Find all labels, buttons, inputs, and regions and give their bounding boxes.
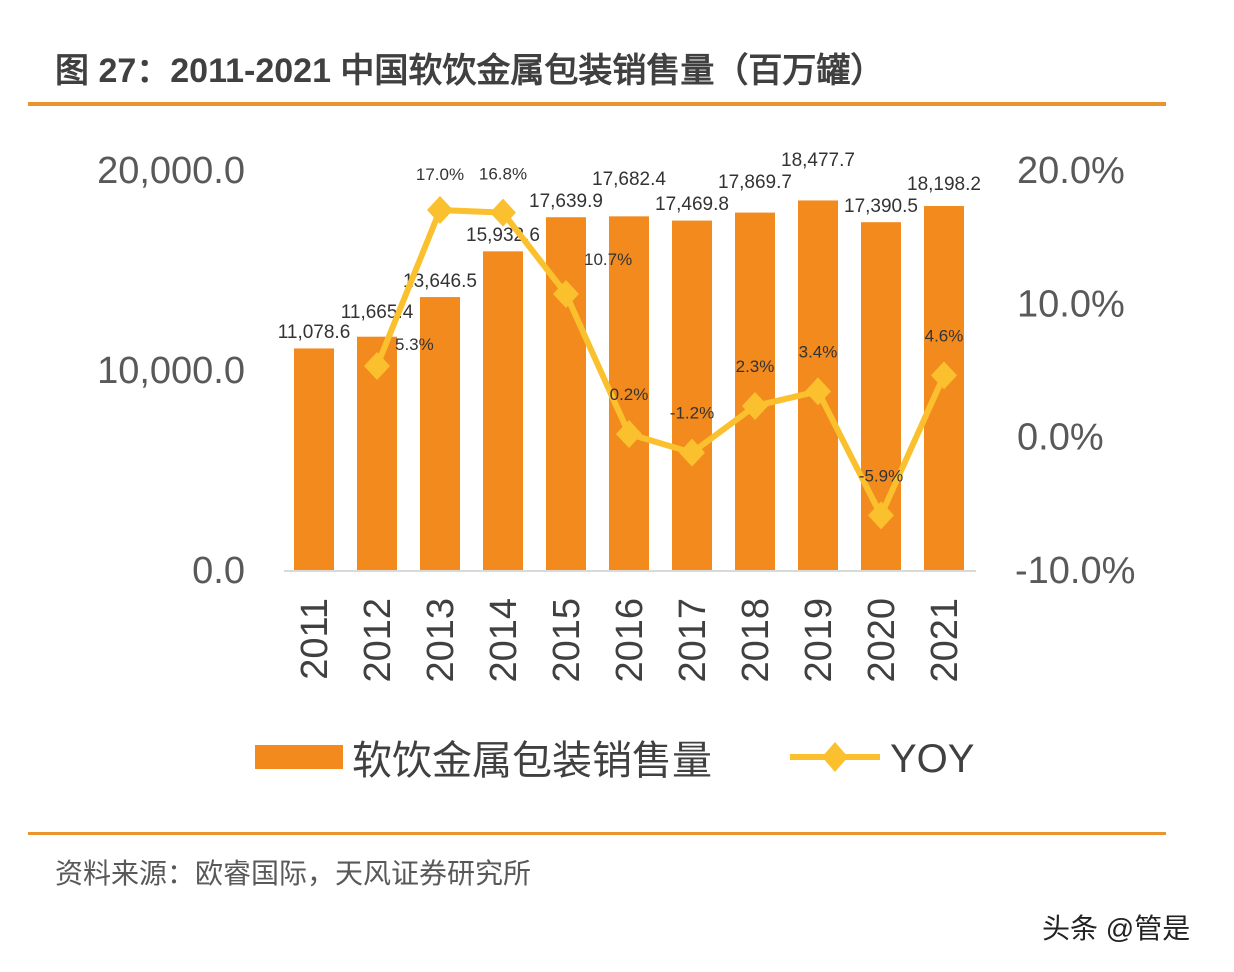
bar-value-label: 17,682.4 [592, 169, 666, 190]
bar-2014 [483, 251, 523, 570]
bar-2017 [672, 220, 712, 570]
yoy-value-label: 17.0% [416, 165, 464, 184]
yoy-point-2020 [868, 501, 894, 530]
x-axis-tick: 2019 [798, 598, 840, 683]
bar-value-label: 17,390.5 [844, 196, 918, 217]
legend-bar-label: 软饮金属包装销售量 [352, 739, 712, 783]
right-axis-tick: 0.0% [1017, 417, 1104, 459]
watermark: 头条 @管是 [1042, 913, 1190, 944]
yoy-value-label: 16.8% [479, 165, 527, 184]
x-axis-tick: 2013 [420, 598, 462, 683]
x-axis-tick: 2016 [609, 598, 651, 683]
yoy-point-2016 [616, 420, 642, 448]
plot-area: 0.0 10,000.0 20,000.0 -10.0% 0.0% 10.0% 20.0% 1… [97, 150, 1135, 683]
yoy-value-label: 0.2% [610, 385, 649, 404]
bar-value-label: 17,639.9 [529, 191, 603, 212]
yoy-value-label: 5.3% [395, 335, 434, 354]
x-axis-tick: 2015 [546, 598, 588, 683]
x-axis-tick: 2014 [483, 598, 525, 683]
bar-2015 [546, 217, 586, 570]
bar-value-label: 13,646.5 [403, 271, 477, 292]
bar-2011 [294, 348, 334, 570]
yoy-value-label: -5.9% [859, 466, 903, 485]
x-axis-tick: 2012 [357, 598, 399, 683]
yoy-point-2012 [364, 352, 390, 380]
x-axis-tick: 2011 [294, 598, 336, 680]
left-axis-tick: 10,000.0 [97, 350, 245, 392]
right-axis-tick: 20.0% [1017, 150, 1125, 192]
bar-value-label: 11,078.6 [278, 322, 351, 343]
legend-bar-swatch [255, 745, 343, 769]
bar-value-label: 18,477.7 [781, 150, 855, 171]
right-axis-tick: 10.0% [1017, 283, 1125, 325]
yoy-point-2017 [679, 438, 705, 467]
left-axis-tick: 0.0 [192, 550, 245, 592]
chart-title: 图 27：2011-2021 中国软饮金属包装销售量（百万罐） [55, 51, 884, 90]
legend-diamond-icon [822, 742, 848, 772]
x-axis-tick: 2018 [735, 598, 777, 683]
yoy-line [374, 207, 947, 519]
bar-2013 [420, 297, 460, 570]
bar-2018 [735, 212, 775, 570]
bar-value-label: 17,469.8 [655, 194, 729, 215]
x-axis-tick: 2017 [672, 598, 714, 683]
top-rule [28, 102, 1166, 106]
yoy-point-2013 [427, 196, 453, 224]
bottom-rule [28, 832, 1166, 835]
bar-value-label: 17,869.7 [718, 172, 792, 193]
bar-value-label: 18,198.2 [907, 174, 981, 195]
bar-2016 [609, 216, 649, 571]
yoy-value-label: 2.3% [736, 357, 775, 376]
yoy-value-label: 4.6% [925, 326, 964, 345]
yoy-value-label: 3.4% [799, 342, 838, 361]
yoy-value-label: -1.2% [670, 404, 714, 423]
legend: 软饮金属包装销售量 YOY [255, 737, 974, 783]
left-axis-tick: 20,000.0 [97, 150, 245, 192]
yoy-point-2015 [553, 280, 579, 308]
source-note: 资料来源：欧睿国际，天风证券研究所 [55, 858, 531, 889]
x-axis-tick: 2021 [924, 598, 966, 683]
yoy-point-2014 [490, 198, 516, 227]
yoy-point-2018 [742, 392, 768, 420]
yoy-value-label: 10.7% [584, 250, 632, 269]
yoy-point-2021 [931, 361, 957, 390]
right-axis-tick: -10.0% [1015, 550, 1135, 592]
legend-line-label: YOY [890, 737, 974, 781]
x-axis-tick: 2020 [861, 598, 903, 683]
yoy-point-2019 [805, 377, 831, 406]
